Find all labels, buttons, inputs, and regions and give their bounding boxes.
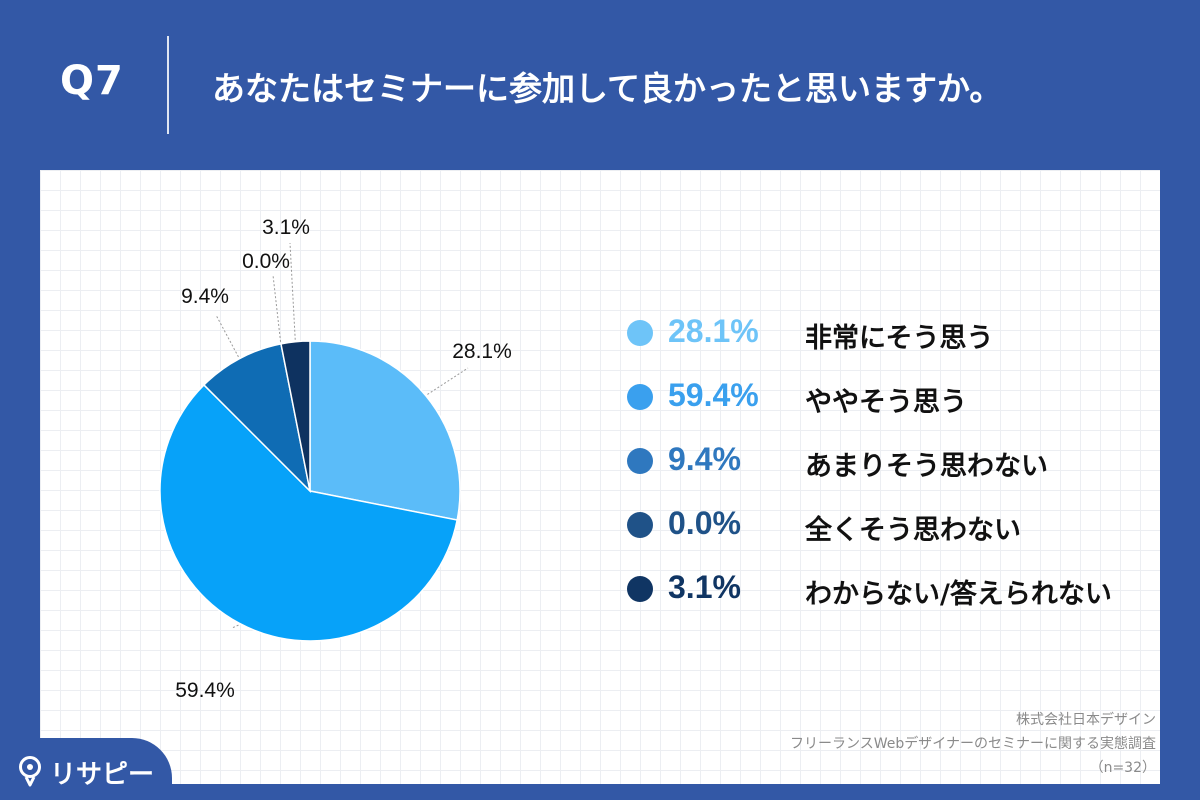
legend-item: 59.4% ややそう思う — [625, 372, 1185, 436]
leader-line — [427, 367, 469, 395]
pin-icon — [19, 756, 41, 787]
legend-label: 非常にそう思う — [805, 323, 994, 354]
source-sample: （n=32） — [1089, 760, 1156, 776]
legend-label: あまりそう思わない — [805, 451, 1048, 482]
legend: 28.1% 非常にそう思う 59.4% ややそう思う 9.4% あまりそう思わな… — [625, 308, 1185, 628]
legend-label: ややそう思う — [805, 387, 967, 418]
data-label: 3.1% — [262, 216, 310, 239]
pie-slice — [280, 340, 311, 492]
source-company: 株式会社日本デザイン — [1016, 712, 1156, 728]
legend-item: 3.1% わからない/答えられない — [625, 564, 1185, 628]
logo: リサピー — [0, 738, 172, 800]
pie-slice — [159, 383, 459, 642]
pie-slice — [202, 342, 312, 494]
question-title: あなたはセミナーに参加して良かったと思いますか。 — [212, 69, 1003, 108]
legend-label: わからない/答えられない — [805, 579, 1112, 610]
pie-slice — [309, 340, 461, 521]
legend-percent: 0.0% — [668, 505, 741, 541]
legend-swatch — [627, 512, 653, 538]
legend-swatch — [627, 320, 653, 346]
leader-line — [272, 274, 282, 342]
legend-percent: 3.1% — [668, 569, 741, 605]
data-label: 9.4% — [181, 285, 229, 308]
legend-item: 28.1% 非常にそう思う — [625, 308, 1185, 372]
leader-line — [231, 624, 239, 629]
data-label: 0.0% — [242, 250, 290, 273]
source-survey: フリーランスWebデザイナーのセミナーに関する実態調査 — [790, 736, 1156, 752]
data-label: 59.4% — [175, 679, 235, 702]
legend-item: 9.4% あまりそう思わない — [625, 436, 1185, 500]
legend-label: 全くそう思わない — [805, 515, 1021, 546]
legend-percent: 59.4% — [668, 377, 759, 413]
legend-swatch — [627, 448, 653, 474]
logo-text: リサピー — [50, 760, 155, 790]
legend-swatch — [627, 576, 653, 602]
legend-percent: 28.1% — [668, 313, 759, 349]
header: Q7 あなたはセミナーに参加して良かったと思いますか。 — [0, 0, 1200, 170]
leader-line — [215, 314, 239, 358]
legend-swatch — [627, 384, 653, 410]
legend-percent: 9.4% — [668, 441, 741, 477]
leader-line — [289, 242, 296, 340]
legend-item: 0.0% 全くそう思わない — [625, 500, 1185, 564]
source-note: 株式会社日本デザイン フリーランスWebデザイナーのセミナーに関する実態調査 （… — [790, 708, 1156, 780]
question-number: Q7 — [60, 58, 124, 104]
data-label: 28.1% — [452, 340, 512, 363]
header-divider — [167, 36, 169, 134]
